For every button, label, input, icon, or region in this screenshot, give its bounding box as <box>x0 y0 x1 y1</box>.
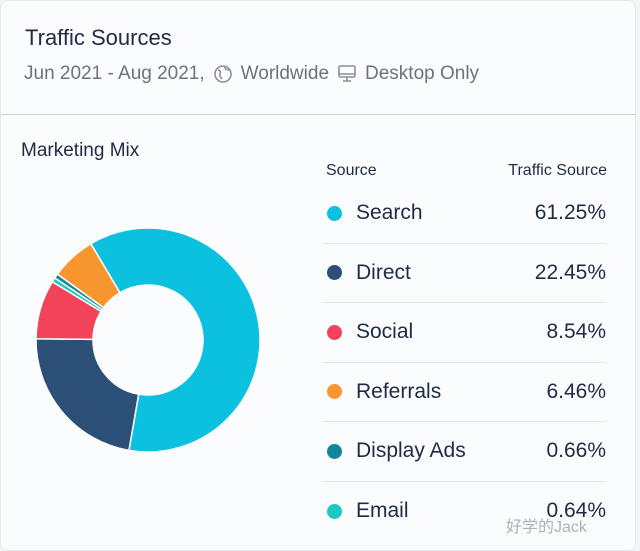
legend-row: Email 0.64% <box>323 482 606 542</box>
source-value: 6.46% <box>546 379 606 403</box>
slice-referrals <box>56 242 121 309</box>
source-label: Social <box>356 320 414 344</box>
slice-direct <box>35 338 140 452</box>
source-label: Referrals <box>356 379 442 403</box>
source-value: 61.25% <box>534 201 606 225</box>
globe-icon <box>213 64 233 84</box>
legend-row: Referrals 6.46% <box>323 363 606 422</box>
legend-row: Social 8.54% <box>323 303 606 363</box>
desktop-icon <box>337 64 357 84</box>
source-value: 22.45% <box>534 260 606 284</box>
source-label: Search <box>356 201 423 225</box>
legend-row: Direct 22.45% <box>323 244 606 303</box>
legend-dot-icon <box>327 503 342 519</box>
source-value: 0.64% <box>546 499 606 523</box>
legend-row: Search 61.25% <box>323 184 606 244</box>
column-header-traffic: Traffic Source <box>508 162 607 179</box>
source-label: Email <box>356 499 409 523</box>
legend-dot-icon <box>327 443 342 459</box>
column-header-source: Source <box>326 162 377 179</box>
legend-dot-icon <box>327 205 342 221</box>
region: Worldwide <box>240 63 330 84</box>
filter-summary: Jun 2021 - Aug 2021, Worldwide Desktop O… <box>24 63 479 85</box>
card-title: Traffic Sources <box>25 25 172 50</box>
legend-table: Search 61.25% Direct 22.45% Social 8.54% Refer… <box>323 184 606 541</box>
slice-search <box>89 227 261 453</box>
source-value: 8.54% <box>546 320 606 344</box>
device: Desktop Only <box>365 63 480 84</box>
legend-dot-icon <box>327 324 342 340</box>
source-label: Direct <box>356 260 411 284</box>
chart-title: Marketing Mix <box>21 140 140 161</box>
watermark: 好学的Jack <box>506 519 587 536</box>
legend-dot-icon <box>327 265 342 281</box>
source-value: 0.66% <box>546 439 606 463</box>
legend-dot-icon <box>327 384 342 400</box>
date-range: Jun 2021 - Aug 2021, <box>24 63 205 84</box>
legend-row: Display Ads 0.66% <box>323 422 606 482</box>
source-label: Display Ads <box>356 439 466 463</box>
donut-chart <box>35 227 261 453</box>
divider <box>1 114 635 115</box>
